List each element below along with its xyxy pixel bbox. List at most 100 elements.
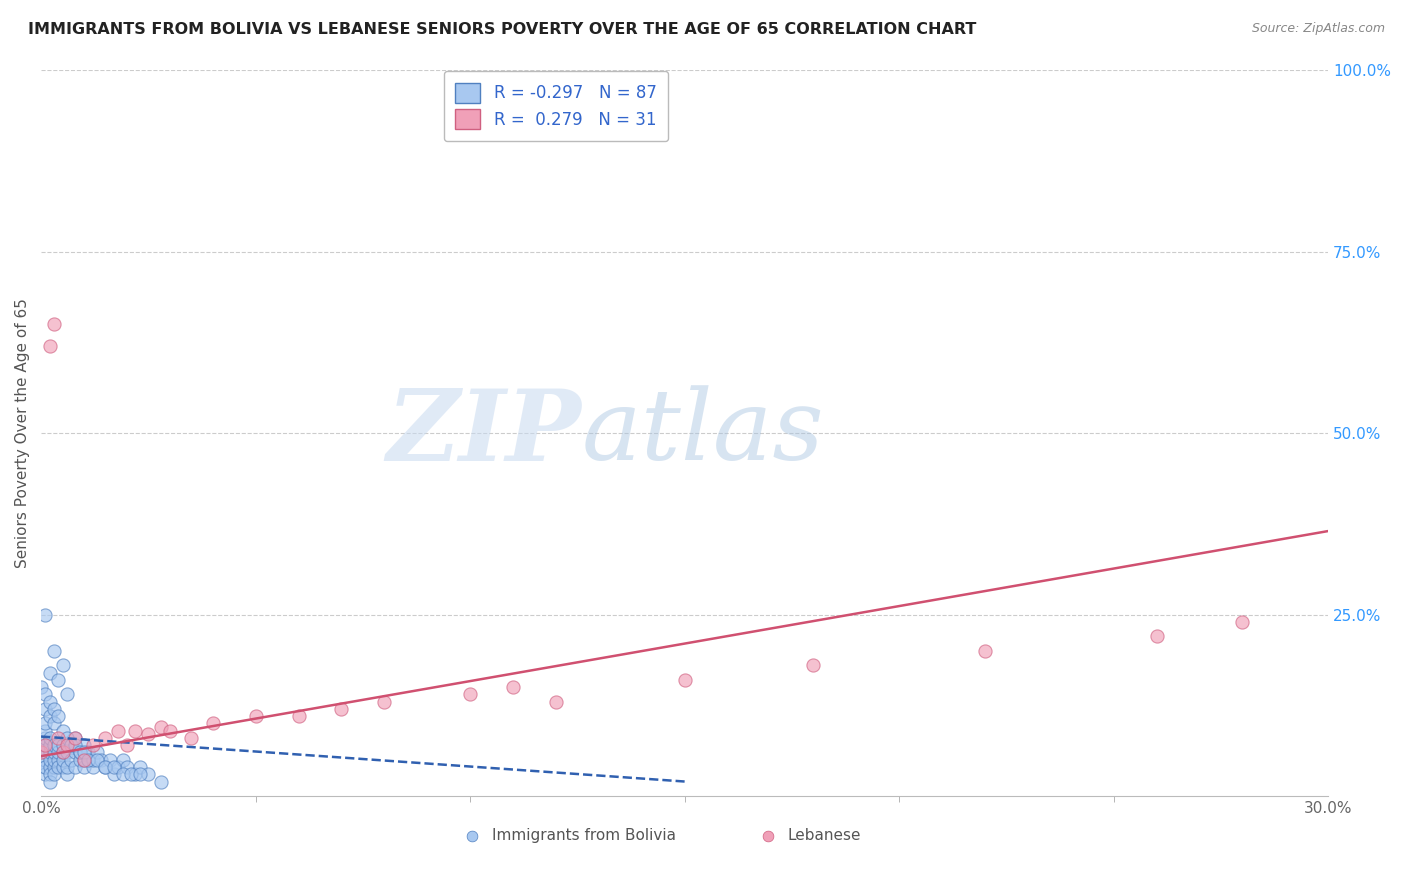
Point — [65, 731, 87, 745]
Point — [115, 760, 138, 774]
Point — [34, 767, 56, 781]
Point — [138, 727, 160, 741]
Point — [38, 339, 60, 353]
Point — [974, 644, 997, 658]
Point — [38, 738, 60, 752]
Point — [65, 731, 87, 745]
Point — [69, 746, 91, 760]
Point — [65, 746, 87, 760]
Point — [1232, 615, 1254, 629]
Point — [34, 731, 56, 745]
Point — [42, 746, 65, 760]
Point — [801, 658, 824, 673]
Point — [150, 774, 173, 789]
Y-axis label: Seniors Poverty Over the Age of 65: Seniors Poverty Over the Age of 65 — [15, 298, 30, 568]
Point — [502, 680, 524, 694]
Point — [51, 753, 73, 767]
Point — [34, 738, 56, 752]
Point — [34, 760, 56, 774]
Point — [373, 695, 395, 709]
Point — [38, 774, 60, 789]
Point — [86, 753, 108, 767]
Point — [94, 760, 117, 774]
Point — [73, 738, 96, 752]
Point — [38, 665, 60, 680]
Point — [73, 760, 96, 774]
Point — [51, 760, 73, 774]
Point — [124, 767, 146, 781]
Point — [98, 753, 121, 767]
Point — [124, 723, 146, 738]
Point — [150, 720, 173, 734]
Text: Source: ZipAtlas.com: Source: ZipAtlas.com — [1251, 22, 1385, 36]
Point — [60, 738, 83, 752]
Point — [73, 753, 96, 767]
Point — [128, 760, 150, 774]
Text: Lebanese: Lebanese — [787, 829, 860, 844]
Point — [77, 746, 100, 760]
Point — [86, 746, 108, 760]
Point — [103, 767, 125, 781]
Point — [42, 716, 65, 731]
Point — [42, 644, 65, 658]
Point — [51, 658, 73, 673]
Point — [111, 767, 134, 781]
Point — [94, 731, 117, 745]
Point — [673, 673, 696, 687]
Point — [34, 746, 56, 760]
Point — [245, 709, 267, 723]
Point — [42, 753, 65, 767]
Point — [107, 723, 129, 738]
Point — [1146, 629, 1168, 643]
Point — [73, 753, 96, 767]
Point — [56, 731, 79, 745]
Point — [103, 760, 125, 774]
Point — [34, 760, 56, 774]
Point — [38, 695, 60, 709]
Point — [51, 723, 73, 738]
Point — [544, 695, 567, 709]
Point — [34, 738, 56, 752]
Point — [30, 753, 52, 767]
Point — [34, 716, 56, 731]
Point — [51, 738, 73, 752]
Point — [287, 709, 309, 723]
Point — [51, 746, 73, 760]
Point — [42, 317, 65, 331]
Point — [115, 738, 138, 752]
Point — [69, 753, 91, 767]
Point — [56, 687, 79, 701]
Point — [120, 767, 142, 781]
Point — [60, 753, 83, 767]
Point — [458, 687, 481, 701]
Point — [30, 680, 52, 694]
Point — [38, 753, 60, 767]
Point — [38, 746, 60, 760]
Point — [65, 760, 87, 774]
Point — [60, 738, 83, 752]
Point — [111, 753, 134, 767]
Point — [56, 767, 79, 781]
Point — [201, 716, 224, 731]
Point — [73, 746, 96, 760]
Point — [38, 767, 60, 781]
Point — [38, 731, 60, 745]
Point — [30, 746, 52, 760]
Point — [38, 760, 60, 774]
Point — [42, 738, 65, 752]
Point — [34, 753, 56, 767]
Point — [56, 760, 79, 774]
Point — [138, 767, 160, 781]
Point — [42, 760, 65, 774]
Point — [42, 767, 65, 781]
Point — [38, 709, 60, 723]
Point — [46, 753, 69, 767]
Point — [128, 767, 150, 781]
Point — [51, 746, 73, 760]
Point — [65, 738, 87, 752]
Point — [46, 746, 69, 760]
Point — [46, 673, 69, 687]
Point — [82, 760, 104, 774]
Point — [330, 702, 353, 716]
Point — [56, 738, 79, 752]
